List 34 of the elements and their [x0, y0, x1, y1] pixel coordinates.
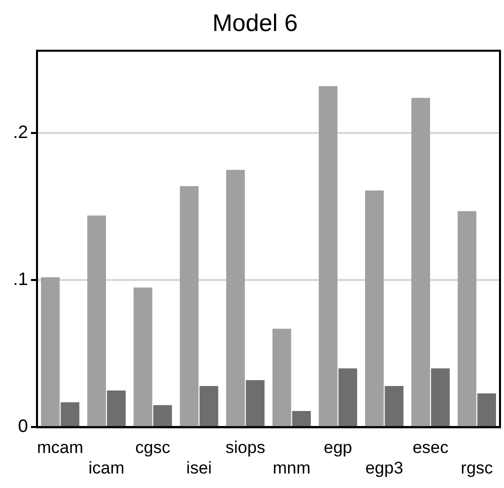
bar [246, 380, 265, 426]
bar [318, 86, 338, 426]
x-tick-label: icam [88, 458, 124, 478]
bar [292, 411, 311, 426]
x-tick-label: mcam [37, 438, 84, 458]
x-tick-label: siops [226, 438, 266, 458]
x-tick-label: egp3 [365, 458, 404, 478]
y-tick-label: 0 [18, 416, 28, 436]
x-tick-label: egp [324, 438, 352, 458]
bar [431, 368, 450, 426]
bar [338, 368, 358, 426]
bar [226, 170, 245, 426]
bar [200, 386, 218, 426]
bar [40, 277, 60, 426]
x-tick-label: rgsc [460, 458, 494, 478]
bar [153, 405, 172, 426]
x-tick-label: cgsc [135, 438, 171, 458]
x-tick-label: esec [412, 438, 449, 458]
y-tick-label: .2 [12, 122, 28, 142]
bar [180, 186, 199, 426]
x-tick-label: isei [186, 458, 212, 478]
bar [60, 402, 80, 426]
bar [411, 98, 430, 426]
chart-title: Model 6 [212, 10, 298, 38]
x-tick-label: mnm [272, 458, 311, 478]
bar [365, 190, 384, 426]
bar [106, 390, 126, 426]
bar [384, 386, 404, 426]
y-tick-label: .1 [12, 269, 28, 290]
bar [272, 328, 292, 426]
bar [134, 288, 152, 426]
bar [477, 393, 496, 426]
bar [87, 215, 106, 426]
bar [458, 211, 476, 426]
